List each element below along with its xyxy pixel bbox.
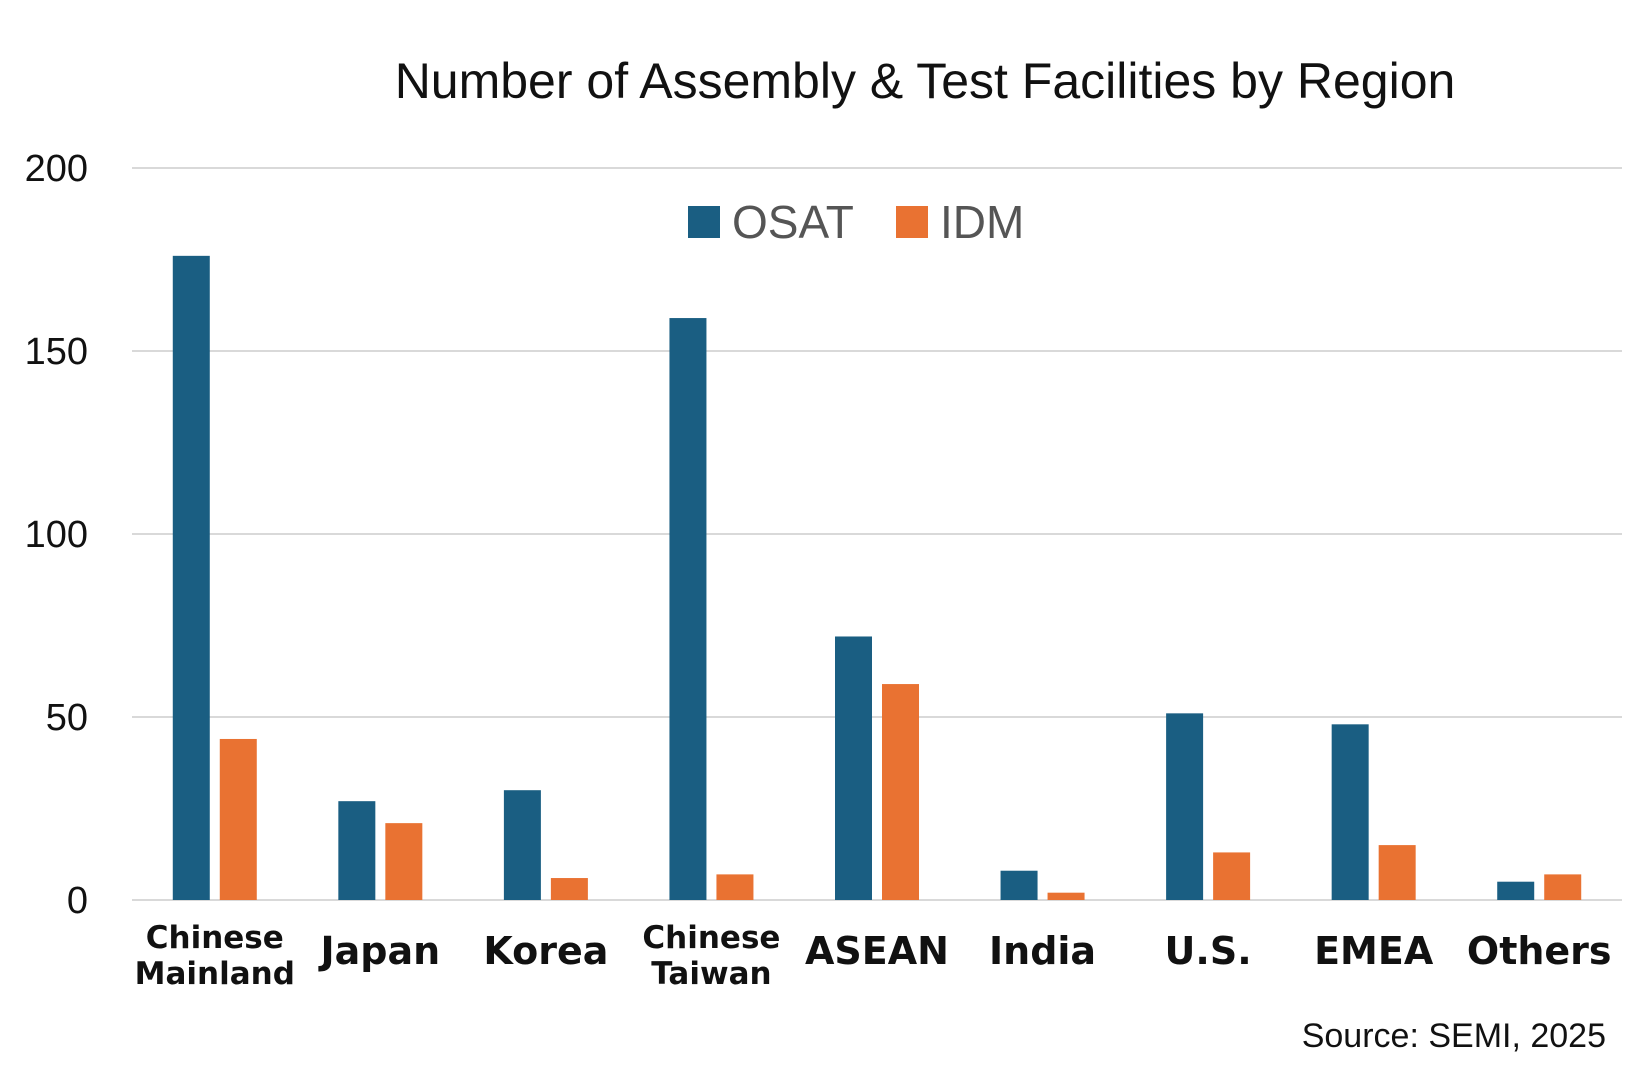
x-tick-label: Korea bbox=[483, 929, 608, 973]
bar-osat-6 bbox=[1166, 713, 1204, 900]
bar-osat-3 bbox=[669, 318, 707, 900]
x-tick-label: Chinese bbox=[642, 920, 780, 956]
bar-osat-4 bbox=[835, 636, 872, 900]
x-tick-label: Taiwan bbox=[651, 956, 771, 992]
x-tick-label: ASEAN bbox=[805, 929, 949, 973]
bar-idm-2 bbox=[550, 878, 588, 900]
legend-swatch-osat bbox=[688, 206, 720, 238]
x-tick-label: Chinese bbox=[146, 920, 284, 956]
y-tick-label: 100 bbox=[25, 514, 88, 556]
bar-idm-7 bbox=[1378, 845, 1416, 900]
bar-idm-3 bbox=[716, 874, 754, 900]
bar-idm-6 bbox=[1213, 852, 1251, 900]
x-tick-label: Others bbox=[1467, 929, 1612, 973]
x-tick-label: EMEA bbox=[1314, 929, 1434, 973]
gridlines bbox=[132, 167, 1622, 901]
x-tick-label: India bbox=[989, 929, 1096, 973]
legend-label-idm: IDM bbox=[940, 196, 1024, 248]
bars bbox=[172, 255, 1582, 901]
legend-label-osat: OSAT bbox=[732, 196, 854, 248]
bar-idm-4 bbox=[882, 684, 919, 900]
legend: OSAT IDM bbox=[688, 196, 1024, 248]
chart-title: Number of Assembly & Test Facilities by … bbox=[395, 53, 1456, 109]
bar-idm-8 bbox=[1544, 874, 1582, 900]
bar-osat-2 bbox=[503, 790, 541, 900]
bar-osat-5 bbox=[1000, 870, 1038, 900]
y-tick-label: 150 bbox=[25, 331, 88, 373]
source-note: Source: SEMI, 2025 bbox=[1302, 1017, 1606, 1055]
bar-osat-0 bbox=[172, 255, 210, 901]
x-tick-label: Japan bbox=[317, 929, 440, 973]
bar-idm-1 bbox=[385, 823, 423, 900]
y-tick-label: 50 bbox=[46, 697, 88, 739]
legend-swatch-idm bbox=[896, 206, 928, 238]
bar-osat-7 bbox=[1331, 724, 1369, 900]
x-tick-label: Mainland bbox=[135, 956, 295, 992]
bar-idm-0 bbox=[219, 738, 257, 900]
bar-osat-8 bbox=[1497, 881, 1535, 900]
y-tick-label: 200 bbox=[25, 148, 88, 190]
y-tick-label: 0 bbox=[67, 880, 88, 922]
bar-idm-5 bbox=[1047, 892, 1085, 900]
x-tick-label: U.S. bbox=[1165, 929, 1252, 973]
y-axis-ticks: 0 50 100 150 200 bbox=[25, 148, 88, 922]
bar-osat-1 bbox=[338, 801, 376, 900]
